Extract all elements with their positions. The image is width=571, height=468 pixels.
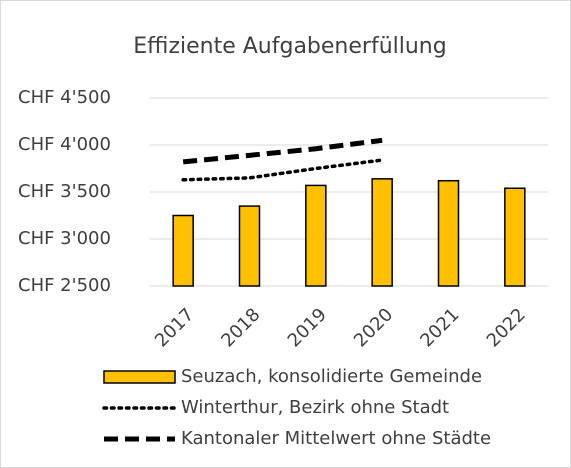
line — [182, 137, 383, 165]
bar — [504, 187, 526, 287]
legend-label: Winterthur, Bezirk ohne Stadt — [181, 397, 449, 418]
y-tick-label: CHF 4'500 — [18, 87, 111, 108]
bar — [371, 178, 393, 287]
y-tick-label: CHF 3'500 — [18, 181, 111, 202]
line — [181, 158, 384, 182]
legend-swatch — [103, 370, 176, 384]
y-tick-label: CHF 4'000 — [18, 134, 111, 155]
bar — [305, 184, 327, 287]
legend-label: Seuzach, konsolidierte Gemeinde — [181, 366, 482, 387]
y-tick-label: CHF 3'000 — [18, 228, 111, 249]
chart-title: Effiziente Aufgabenerfüllung — [133, 34, 446, 59]
bar — [172, 214, 194, 287]
bar — [238, 205, 261, 287]
y-tick-label: CHF 2'500 — [18, 275, 111, 296]
legend-label: Kantonaler Mittelwert ohne Städte — [181, 428, 491, 449]
bar — [437, 179, 460, 287]
